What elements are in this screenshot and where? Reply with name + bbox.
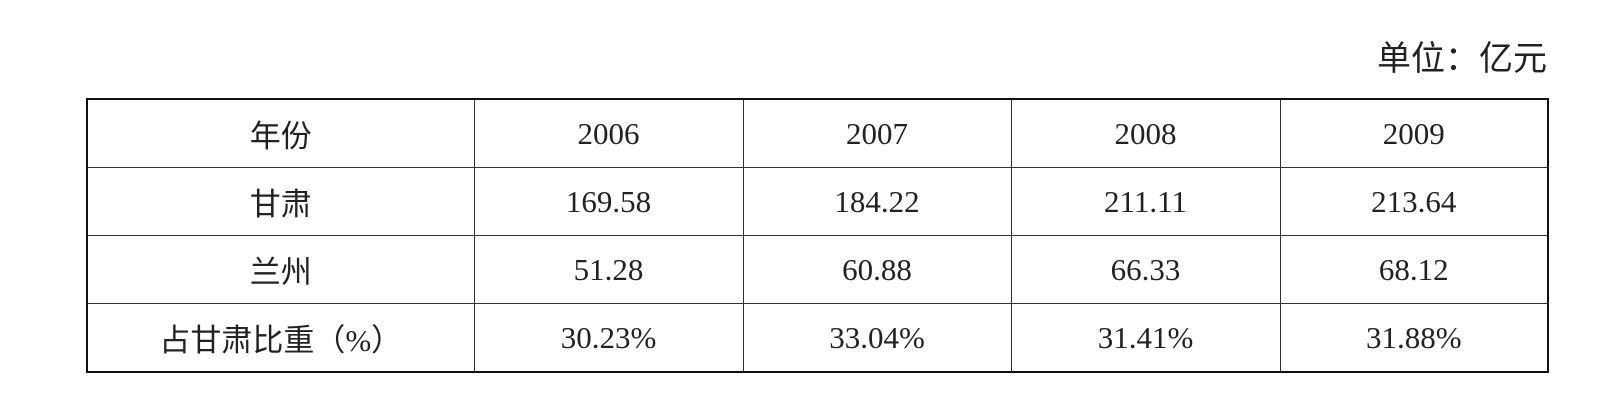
cell: 213.64	[1279, 167, 1549, 236]
header-row: 年份 2006 2007 2008 2009	[86, 98, 1549, 168]
cell: 211.11	[1010, 167, 1281, 236]
table-row: 兰州 51.28 60.88 66.33 68.12	[86, 235, 1549, 304]
cell: 33.04%	[742, 303, 1012, 373]
unit-label: 单位：亿元	[1377, 41, 1547, 78]
table-row: 甘肃 169.58 184.22 211.11 213.64	[86, 167, 1549, 236]
cell: 31.88%	[1279, 303, 1549, 373]
cell: 2009	[1279, 98, 1549, 168]
row-label: 年份	[86, 98, 475, 168]
cell: 60.88	[742, 235, 1012, 304]
cell: 2006	[473, 98, 744, 168]
cell: 30.23%	[473, 303, 744, 373]
data-table: 年份 2006 2007 2008 2009 甘肃 169.58 184.22 211.11 21…	[86, 98, 1549, 373]
cell: 31.41%	[1010, 303, 1281, 373]
cell: 68.12	[1279, 235, 1549, 304]
cell: 2007	[742, 98, 1012, 168]
cell: 51.28	[473, 235, 744, 304]
cell: 184.22	[742, 167, 1012, 236]
row-label: 兰州	[86, 235, 475, 304]
cell: 169.58	[473, 167, 744, 236]
cell: 66.33	[1010, 235, 1281, 304]
cell: 2008	[1010, 98, 1281, 168]
row-label: 占甘肃比重（%）	[86, 303, 475, 373]
table-row: 占甘肃比重（%） 30.23% 33.04% 31.41% 31.88%	[86, 303, 1549, 373]
row-label: 甘肃	[86, 167, 475, 236]
table-body: 年份 2006 2007 2008 2009 甘肃 169.58 184.22 211.11 21…	[86, 98, 1549, 373]
